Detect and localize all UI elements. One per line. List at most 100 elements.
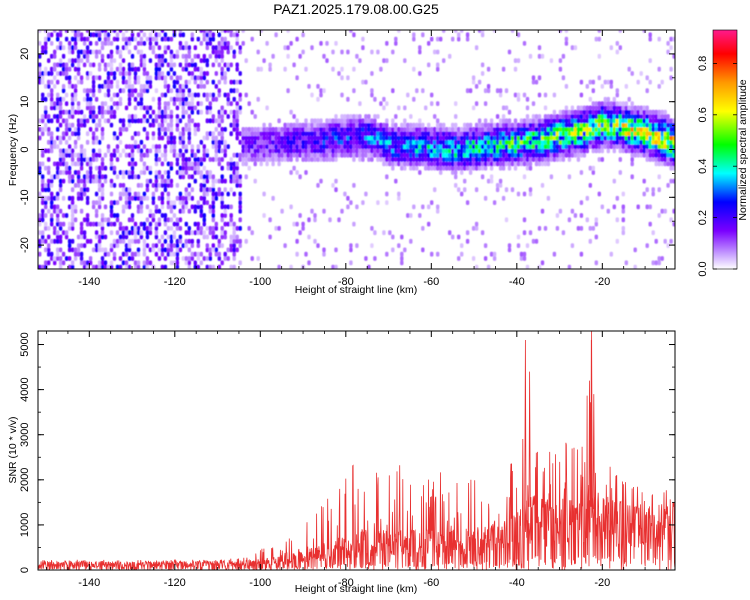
heatmap-cell [41, 152, 45, 158]
heatmap-cell [70, 221, 75, 227]
heatmap-cell [310, 45, 314, 51]
heatmap-cell [603, 122, 607, 128]
heatmap-cell [229, 178, 233, 184]
heatmap-cell [624, 114, 628, 119]
heatmap-cell [654, 161, 658, 167]
heatmap-cell [56, 32, 60, 38]
heatmap-cell [630, 161, 634, 167]
heatmap-cell [50, 92, 54, 98]
y-tick-label: 1000 [19, 513, 31, 537]
heatmap-cell [229, 247, 233, 253]
heatmap-cell [507, 243, 512, 248]
heatmap-cell [669, 144, 673, 149]
heatmap-cell [271, 148, 275, 154]
heatmap-cell [235, 178, 239, 184]
heatmap-cell [642, 178, 646, 184]
heatmap-cell [220, 41, 224, 46]
heatmap-cell [106, 251, 111, 257]
heatmap-cell [397, 139, 401, 145]
heatmap-cell [232, 247, 236, 253]
heatmap-cell [94, 41, 99, 46]
heatmap-cell [412, 165, 416, 171]
heatmap-cell [486, 152, 491, 158]
heatmap-cell [178, 200, 183, 205]
heatmap-cell [307, 144, 311, 149]
heatmap-cell [463, 157, 467, 162]
heatmap-cell [163, 170, 168, 175]
heatmap-cell [624, 131, 628, 137]
heatmap-cell [124, 41, 129, 46]
heatmap-cell [202, 234, 206, 240]
heatmap-cell [178, 148, 183, 154]
heatmap-cell [403, 139, 407, 145]
heatmap-cell [669, 118, 673, 124]
heatmap-cell [636, 131, 640, 137]
heatmap-cell [546, 152, 551, 158]
heatmap-cell [133, 118, 138, 124]
heatmap-cell [53, 66, 57, 72]
heatmap-cell [361, 79, 365, 85]
heatmap-cell [552, 114, 557, 119]
heatmap-cell [238, 226, 242, 231]
heatmap-cell [406, 127, 410, 132]
heatmap-cell [175, 53, 180, 59]
heatmap-cell [217, 114, 221, 119]
heatmap-cell [370, 118, 374, 124]
heatmap-cell [244, 144, 248, 149]
heatmap-cell [627, 114, 631, 119]
heatmap-cell [489, 157, 494, 162]
heatmap-cell [223, 148, 227, 154]
heatmap-cell [47, 247, 51, 253]
heatmap-cell [301, 139, 305, 145]
x-tick-label: -40 [509, 577, 525, 589]
heatmap-cell [127, 161, 132, 167]
heatmap-cell [56, 234, 60, 240]
heatmap-cell [331, 135, 335, 141]
heatmap-cell [70, 226, 75, 231]
heatmap-cell [154, 204, 159, 210]
heatmap-cell [178, 84, 183, 89]
heatmap-cell [235, 79, 239, 85]
heatmap-cell [313, 148, 317, 154]
heatmap-cell [391, 131, 395, 137]
heatmap-cell [313, 144, 317, 149]
heatmap-cell [370, 131, 374, 137]
heatmap-cell [121, 32, 126, 38]
heatmap-cell [268, 62, 272, 68]
heatmap-cell [241, 30, 245, 33]
heatmap-cell [109, 109, 114, 115]
heatmap-cell [118, 53, 123, 59]
heatmap-cell [136, 195, 141, 201]
heatmap-cell [79, 148, 84, 154]
heatmap-cell [142, 243, 147, 248]
heatmap-cell [58, 105, 63, 111]
heatmap-cell [379, 157, 383, 162]
heatmap-cell [133, 144, 138, 149]
heatmap-cell [124, 204, 129, 210]
heatmap-cell [540, 118, 545, 124]
heatmap-cell [636, 139, 640, 145]
heatmap-cell [163, 92, 168, 98]
heatmap-cell [412, 127, 416, 132]
heatmap-cell [630, 118, 634, 124]
heatmap-cell [136, 41, 141, 46]
heatmap-cell [163, 79, 168, 85]
heatmap-cell [349, 127, 353, 132]
heatmap-cell [415, 161, 419, 167]
heatmap-cell [175, 221, 180, 227]
heatmap-cell [439, 161, 443, 167]
heatmap-cell [400, 144, 404, 149]
heatmap-cell [160, 251, 165, 257]
heatmap-cell [38, 118, 42, 124]
heatmap-cell [451, 144, 455, 149]
heatmap-cell [130, 36, 135, 42]
heatmap-cell [454, 157, 458, 162]
heatmap-cell [181, 195, 185, 201]
heatmap-cell [597, 131, 601, 137]
heatmap-cell [211, 230, 215, 236]
heatmap-cell [61, 230, 66, 236]
heatmap-cell [82, 152, 87, 158]
heatmap-cell [121, 36, 126, 42]
heatmap-cell [271, 53, 275, 59]
heatmap-cell [41, 131, 45, 137]
